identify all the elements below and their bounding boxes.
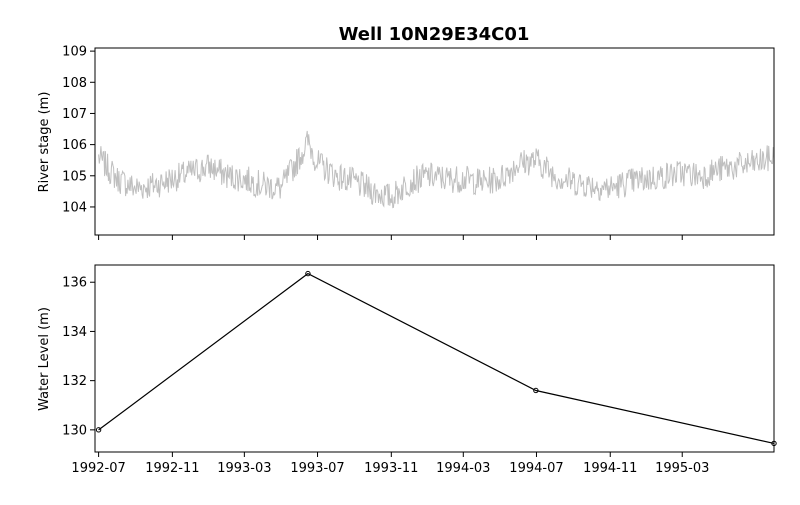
xtick-label: 1993-07 <box>290 461 344 476</box>
water-level-series-line <box>98 272 775 444</box>
river-stage-ylabel: River stage (m) <box>37 92 52 193</box>
water-level-point <box>95 427 102 433</box>
water-level-axes-frame <box>94 264 775 453</box>
river-stage-panel: River stage (m) 104 105 106 107 108 109 <box>37 45 775 240</box>
water-level-panel: Water Level (m) 130 132 134 136 1992-07 1992-… <box>37 264 777 476</box>
water-level-ytick-label: 134 <box>62 325 87 340</box>
xtick-label: 1993-03 <box>217 461 271 476</box>
water-level-point <box>305 270 311 277</box>
xtick-label: 1992-11 <box>145 461 199 476</box>
water-level-ytick-label: 136 <box>62 276 87 291</box>
water-level-ytick-label: 130 <box>62 423 87 438</box>
river-stage-ytick-label: 106 <box>62 138 87 153</box>
river-stage-series-line <box>98 130 775 209</box>
xtick-label: 1992-07 <box>71 461 125 476</box>
xtick-label: 1994-03 <box>436 461 490 476</box>
xtick-label: 1994-07 <box>509 461 563 476</box>
river-stage-axes-frame <box>94 47 775 236</box>
water-level-point <box>533 387 539 394</box>
xtick-label: 1994-11 <box>583 461 637 476</box>
river-stage-ytick-label: 104 <box>62 200 87 215</box>
water-level-ytick-label: 132 <box>62 374 87 389</box>
river-stage-ytick-label: 109 <box>62 45 87 60</box>
xtick-label: 1995-03 <box>655 461 709 476</box>
river-stage-ytick-label: 107 <box>62 107 87 122</box>
water-level-ylabel: Water Level (m) <box>37 307 52 411</box>
xtick-label: 1993-11 <box>364 461 418 476</box>
river-stage-ytick-label: 108 <box>62 76 87 91</box>
chart-title: Well 10N29E34C01 <box>339 24 530 45</box>
river-stage-ytick-label: 105 <box>62 169 87 184</box>
